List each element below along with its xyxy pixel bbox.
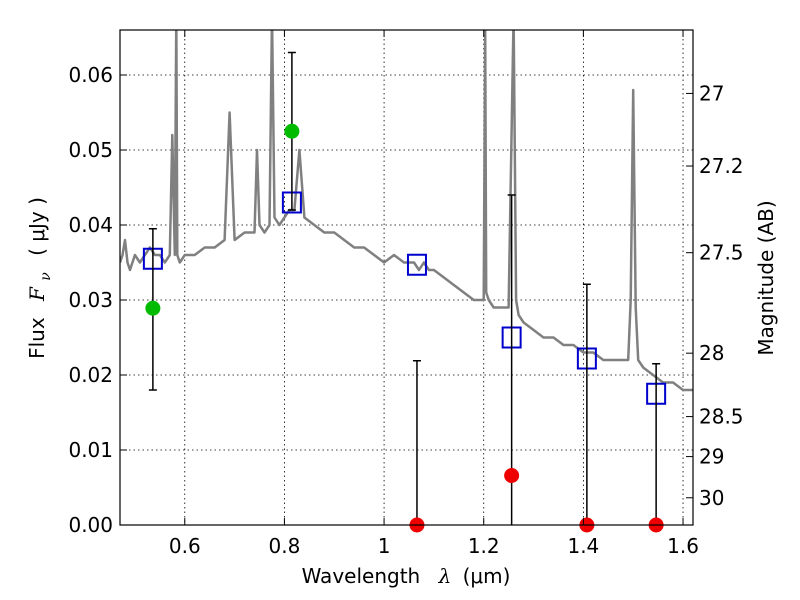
y-tick-label: 0.05 — [68, 138, 113, 162]
x-axis-label-text: Wavelength — [302, 564, 421, 588]
y-axis-label-subscript: ν — [38, 272, 54, 281]
y2-tick-label: 27.5 — [699, 241, 744, 265]
y-axis-label-unit: ( μJy ) — [25, 197, 49, 256]
y-tick-label: 0.03 — [68, 288, 113, 312]
y2-tick-label: 27.2 — [699, 154, 744, 178]
x-axis-label-unit: (μm) — [463, 564, 511, 588]
x-tick-label: 0.6 — [169, 534, 201, 558]
x-axis-label: Wavelength λ (μm) — [302, 564, 511, 588]
y2-tick-label: 30 — [699, 486, 724, 510]
y-tick-label: 0.04 — [68, 213, 113, 237]
y-axis-label: Flux F ν ( μJy ) — [25, 197, 55, 359]
y-tick-label: 0.00 — [68, 513, 113, 537]
ticks: 0.6 0.8 1 1.2 1.4 1.6 0.00 0.01 0.02 0.03 0.04 0.05… — [68, 30, 744, 558]
plot-frame — [119, 29, 694, 526]
model-photometry-square — [406, 253, 427, 276]
y2-tick-label: 28.5 — [699, 405, 744, 429]
x-tick-label: 0.8 — [269, 534, 301, 558]
observed-flux-point — [504, 468, 520, 483]
y-axis-label-text: Flux — [25, 317, 49, 359]
observed-flux-point — [145, 300, 161, 316]
y2-tick-label: 27 — [699, 81, 724, 105]
model-spectrum-line — [120, 30, 693, 392]
x-axis-label-symbol: λ — [438, 564, 452, 588]
y-tick-label: 0.06 — [68, 63, 113, 87]
y-axis-label-symbol: F — [25, 286, 49, 302]
x-tick-label: 1 — [378, 534, 391, 558]
observed-flux-point — [284, 123, 300, 139]
y2-axis-label: Magnitude (AB) — [754, 200, 778, 355]
x-tick-label: 1.2 — [468, 534, 500, 558]
x-tick-label: 1.4 — [567, 534, 599, 558]
x-tick-label: 1.6 — [667, 534, 699, 558]
y2-tick-label: 28 — [699, 341, 724, 365]
y-tick-label: 0.01 — [68, 438, 113, 462]
plot-background — [120, 30, 693, 525]
y-tick-label: 0.02 — [68, 363, 113, 387]
data-layer — [120, 30, 693, 392]
y2-tick-label: 29 — [699, 445, 724, 469]
